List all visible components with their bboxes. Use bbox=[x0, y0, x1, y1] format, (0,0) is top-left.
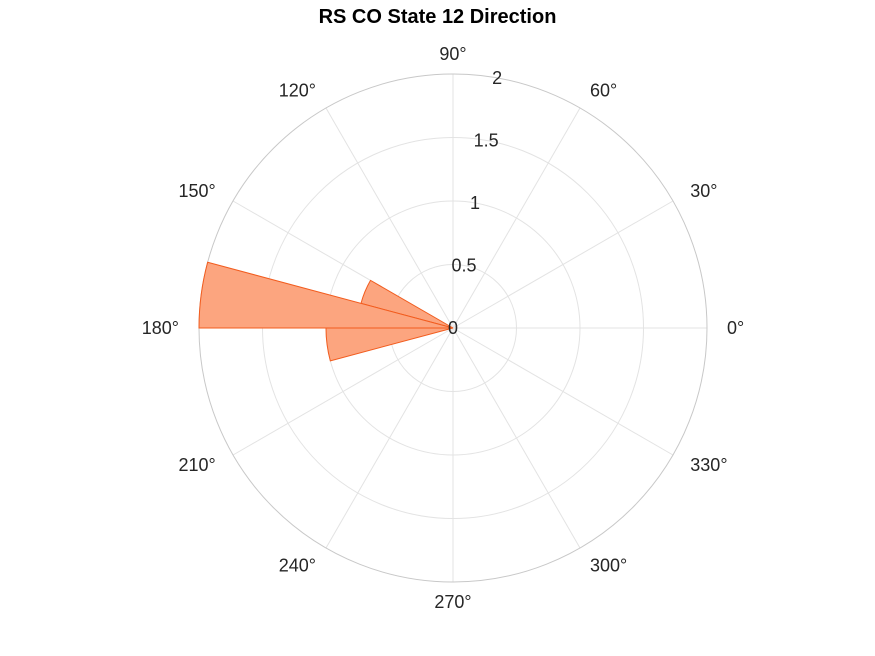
histogram-bar bbox=[325, 327, 454, 362]
theta-tick-label: 120° bbox=[279, 81, 316, 101]
r-tick-label: 0 bbox=[448, 318, 458, 338]
histogram-bar bbox=[198, 261, 454, 329]
axis-labels: 0° 30° 60° 90° 120° 150° 180° 210° 240° 270° 300° 3… bbox=[142, 44, 744, 612]
theta-tick-label: 330° bbox=[690, 455, 727, 475]
theta-tick-label: 300° bbox=[590, 555, 627, 575]
theta-tick-label: 240° bbox=[279, 555, 316, 575]
theta-tick-label: 210° bbox=[178, 455, 215, 475]
r-tick-label: 1 bbox=[470, 193, 480, 213]
histogram-bars bbox=[198, 261, 454, 362]
theta-tick-label: 150° bbox=[178, 181, 215, 201]
chart-title: RS CO State 12 Direction bbox=[318, 6, 557, 28]
theta-tick-label: 60° bbox=[590, 81, 617, 101]
theta-tick-label: 30° bbox=[690, 181, 717, 201]
theta-tick-label: 0° bbox=[727, 318, 744, 338]
theta-tick-label: 180° bbox=[142, 318, 179, 338]
theta-tick-label: 270° bbox=[434, 592, 471, 612]
r-tick-label: 0.5 bbox=[452, 255, 477, 275]
r-tick-label: 1.5 bbox=[474, 130, 499, 150]
theta-tick-label: 90° bbox=[439, 44, 466, 64]
r-tick-label: 2 bbox=[492, 68, 502, 88]
